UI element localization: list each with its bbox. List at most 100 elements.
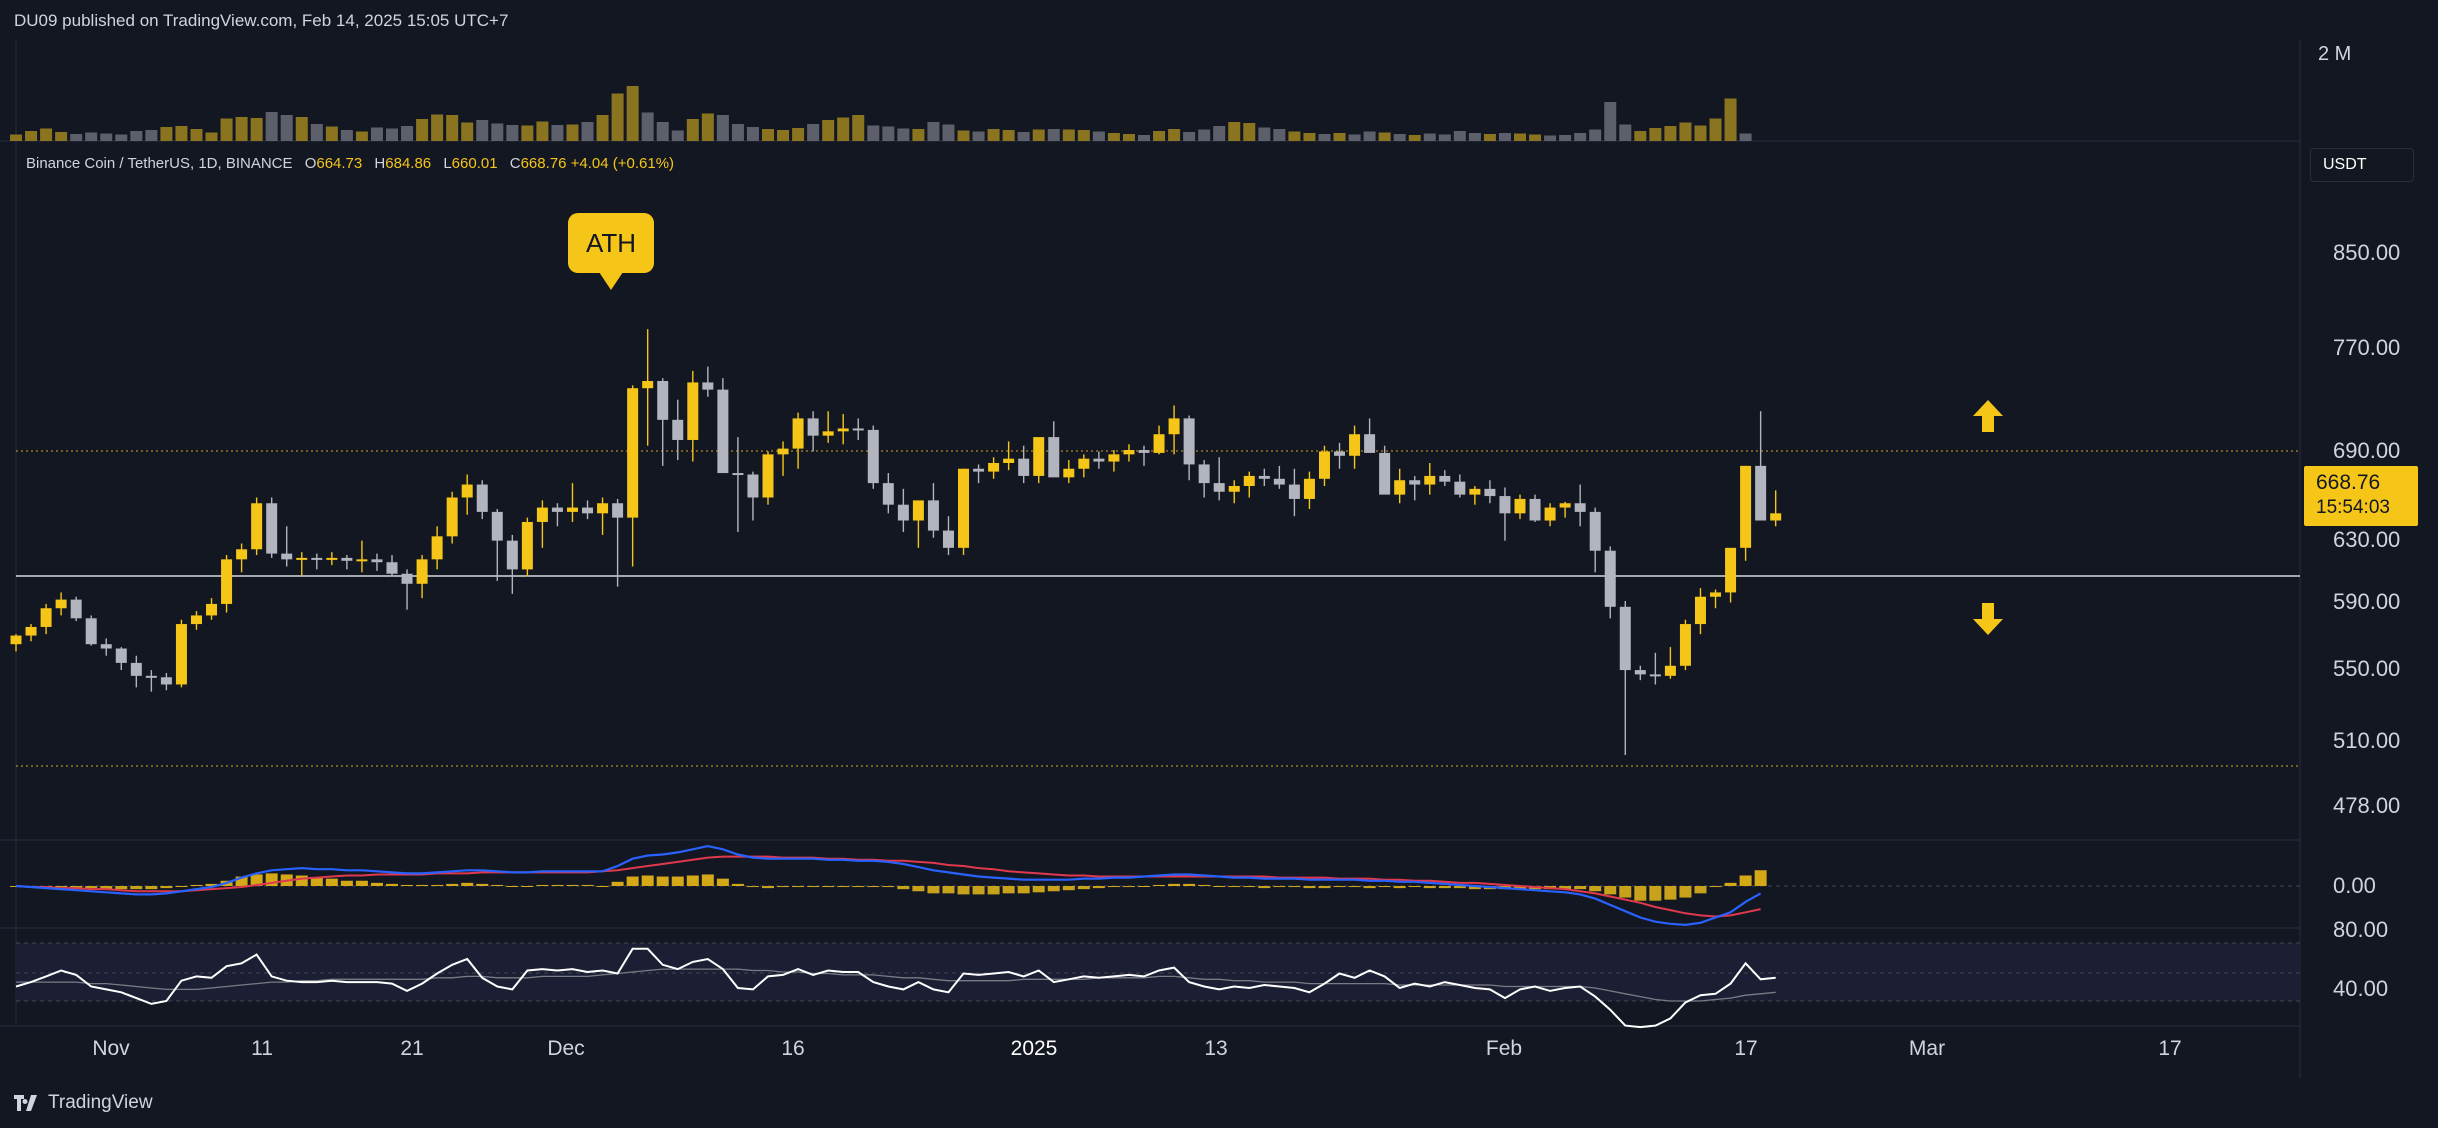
volume-bar — [145, 130, 158, 141]
candle-body — [281, 553, 293, 560]
macd-histogram-bar — [1514, 886, 1526, 890]
volume-bar — [461, 122, 474, 141]
macd-histogram-bar — [1213, 886, 1226, 887]
macd-histogram-bar — [1062, 886, 1075, 891]
macd-histogram-bar — [1077, 886, 1090, 890]
volume-bar — [295, 117, 308, 141]
time-tick-label: 17 — [2158, 1037, 2181, 1060]
macd-histogram-bar — [1198, 884, 1211, 886]
time-tick-label: 13 — [1204, 1037, 1227, 1060]
candle-body — [1048, 437, 1060, 478]
time-tick-label: Nov — [92, 1037, 130, 1060]
candle-body — [40, 608, 52, 627]
candle-body — [582, 507, 594, 514]
macd-histogram-bar — [777, 886, 790, 888]
time-axis: Nov 11 21 Dec 16 2025 13 Feb 17 Mar 17 — [92, 1037, 2181, 1060]
volume-bar — [235, 117, 248, 141]
volume-bar — [491, 123, 504, 141]
candle-body — [536, 507, 548, 522]
volume-bar — [686, 119, 699, 141]
candle-body — [1484, 488, 1496, 497]
candle-body — [130, 662, 142, 676]
macd-histogram-bar — [1754, 870, 1767, 886]
volume-bar — [265, 112, 278, 141]
open-label: O — [304, 155, 317, 172]
macd-histogram-bar — [927, 886, 940, 894]
volume-bar — [1679, 122, 1692, 141]
volume-bar — [1438, 134, 1451, 141]
rsi-band — [16, 943, 2300, 1001]
candle-body — [70, 599, 82, 619]
candle-body — [100, 644, 112, 649]
macd-histogram-bar — [1303, 886, 1316, 889]
candle-body — [1770, 513, 1782, 521]
time-tick-label: 11 — [251, 1037, 273, 1060]
candle-body — [958, 468, 970, 548]
volume-bar — [250, 118, 263, 141]
macd-histogram-bar — [867, 886, 880, 888]
volume-bar — [521, 125, 534, 141]
candle-body — [1424, 475, 1436, 485]
macd-histogram-bar — [1047, 886, 1060, 892]
macd-histogram-bar — [1273, 886, 1286, 888]
candle-body — [912, 500, 924, 521]
volume-bar — [1032, 129, 1045, 141]
volume-bar — [1198, 129, 1211, 141]
arrow-up-icon — [1973, 400, 2003, 432]
volume-bar — [70, 134, 83, 141]
tradingview-logo[interactable]: TradingView — [14, 1092, 153, 1114]
macd-histogram-bar — [115, 886, 128, 890]
candle-body — [837, 428, 849, 432]
candle-body — [612, 503, 624, 518]
publish-info: DU09 published on TradingView.com, Feb 1… — [14, 11, 509, 30]
macd-histogram-bar — [70, 886, 83, 889]
volume-bar — [1544, 135, 1557, 141]
candle-body — [702, 382, 714, 390]
macd-histogram-bar — [1092, 886, 1105, 889]
macd-histogram-bar — [641, 875, 654, 886]
volume-bar — [1288, 131, 1301, 141]
volume-bar — [1408, 135, 1421, 141]
candle-body — [852, 428, 864, 431]
macd-histogram-bar — [987, 886, 1000, 895]
candle-body — [446, 497, 458, 537]
macd-histogram-bar — [1408, 886, 1421, 888]
rsi-pane — [15, 947, 1776, 1029]
volume-bar — [777, 130, 790, 141]
macd-histogram-bar — [1649, 886, 1662, 901]
macd-histogram-bar — [250, 874, 263, 886]
candle-body — [1273, 478, 1285, 485]
volume-bar — [641, 112, 654, 141]
volume-bar — [1047, 129, 1060, 141]
close-label: C — [509, 155, 521, 172]
candlesticks — [10, 329, 1782, 755]
macd-histogram-bar — [1243, 886, 1256, 888]
volume-bar — [1393, 134, 1406, 141]
macd-histogram-bar — [130, 886, 143, 890]
candle-body — [115, 648, 127, 663]
candle-body — [1168, 418, 1180, 435]
volume-bar — [867, 125, 880, 141]
high-label: H — [374, 155, 386, 172]
price-chart[interactable]: 850.00 770.00 690.00 630.00 590.00 550.00 510.… — [0, 40, 2438, 1078]
volume-bar — [792, 128, 805, 141]
volume-bar — [25, 131, 38, 141]
volume-bar — [701, 113, 714, 141]
candle-body — [762, 454, 774, 498]
macd-histogram-bar — [1423, 886, 1436, 889]
macd-histogram-bar — [882, 886, 895, 888]
volume-bar — [325, 126, 338, 141]
candle-body — [1544, 507, 1556, 521]
candle-body — [897, 504, 909, 521]
candle-body — [807, 418, 819, 436]
currency-button[interactable]: USDT — [2310, 148, 2414, 182]
macd-histogram-bar — [1348, 886, 1361, 888]
candle-body — [1725, 547, 1737, 593]
macd-histogram-bar — [731, 883, 744, 886]
volume-bar — [656, 122, 669, 141]
macd-histogram-bar — [145, 886, 158, 890]
time-tick-label: 21 — [400, 1037, 423, 1060]
macd-histogram-bar — [1032, 886, 1045, 893]
volume-bar — [1514, 133, 1526, 141]
volume-bars — [10, 86, 1752, 141]
